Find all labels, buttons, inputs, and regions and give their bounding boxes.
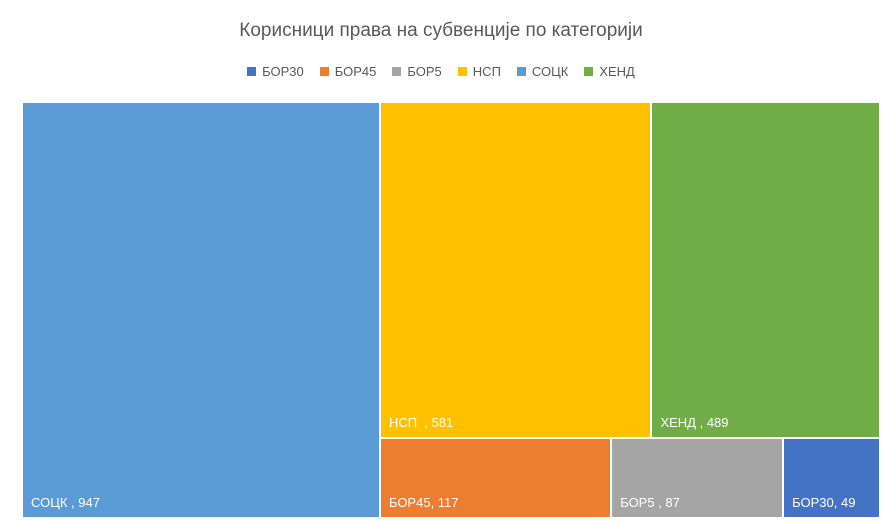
data-label: БОР45, 117 <box>388 494 459 510</box>
treemap: СОЦК , 947 НСП , 581 ХЕНД , 489 БОР45, 117 Б… <box>22 102 880 518</box>
legend-item: БОР45 <box>319 64 377 79</box>
treemap-cell: БОР30, 49 <box>783 438 880 518</box>
legend-item: БОР5 <box>392 64 442 79</box>
legend-label: БОР30 <box>262 64 304 79</box>
legend-swatch <box>584 67 594 76</box>
data-label: БОР30, 49 <box>792 494 856 510</box>
legend-label: БОР45 <box>334 64 377 79</box>
data-label: БОР5 , 87 <box>620 494 680 510</box>
treemap-cell: БОР45, 117 <box>379 438 612 518</box>
legend-label: БОР5 <box>407 64 442 79</box>
legend-item: БОР30 <box>247 64 304 79</box>
data-label: СОЦК , 947 <box>31 495 100 510</box>
legend-swatch <box>247 67 257 76</box>
legend-swatch <box>392 67 402 76</box>
treemap-cell: БОР5 , 87 <box>611 438 784 518</box>
treemap-cell: НСП , 581 <box>379 102 652 439</box>
legend: БОР30 БОР45 БОР5 НСП СОЦК ХЕНД <box>0 64 882 79</box>
treemap-cell: СОЦК , 947 <box>22 102 380 518</box>
legend-swatch <box>516 67 526 76</box>
legend-item: ХЕНД <box>584 64 635 79</box>
chart-title: Корисници права на субвенције по категор… <box>239 20 643 41</box>
legend-item: СОЦК <box>516 64 569 79</box>
legend-label: НСП <box>472 64 501 79</box>
legend-label: ХЕНД <box>599 64 635 79</box>
legend-label: СОЦК <box>531 64 569 79</box>
data-label: НСП , 581 <box>388 415 454 431</box>
legend-swatch <box>319 67 329 76</box>
legend-item: НСП <box>457 64 501 79</box>
treemap-cell: ХЕНД , 489 <box>651 102 880 439</box>
data-label: ХЕНД , 489 <box>660 415 729 431</box>
legend-swatch <box>457 67 467 76</box>
